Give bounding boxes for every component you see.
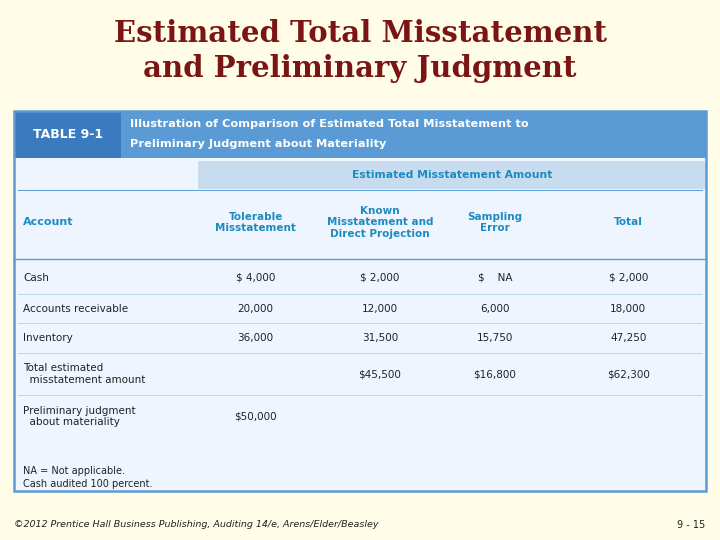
Text: Tolerable
Misstatement: Tolerable Misstatement: [215, 212, 296, 233]
Text: Known
Misstatement and
Direct Projection: Known Misstatement and Direct Projection: [327, 206, 433, 239]
Text: and Preliminary Judgment: and Preliminary Judgment: [143, 54, 577, 83]
Text: $ 2,000: $ 2,000: [360, 273, 400, 282]
Text: Preliminary judgment
  about materiality: Preliminary judgment about materiality: [23, 406, 135, 427]
Text: Cash audited 100 percent.: Cash audited 100 percent.: [23, 479, 153, 489]
Text: $ 2,000: $ 2,000: [608, 273, 648, 282]
Text: $62,300: $62,300: [607, 369, 649, 379]
Text: $ 4,000: $ 4,000: [236, 273, 275, 282]
Text: TABLE 9-1: TABLE 9-1: [32, 128, 103, 141]
Text: Illustration of Comparison of Estimated Total Misstatement to: Illustration of Comparison of Estimated …: [130, 119, 528, 130]
Text: 31,500: 31,500: [361, 333, 398, 343]
Text: NA = Not applicable.: NA = Not applicable.: [23, 466, 125, 476]
Text: $16,800: $16,800: [474, 369, 516, 379]
Text: 47,250: 47,250: [610, 333, 647, 343]
Text: 6,000: 6,000: [480, 303, 510, 314]
Text: Preliminary Judgment about Materiality: Preliminary Judgment about Materiality: [130, 139, 386, 149]
Text: Total: Total: [613, 218, 643, 227]
Text: Estimated Misstatement Amount: Estimated Misstatement Amount: [351, 170, 552, 180]
Text: $45,500: $45,500: [359, 369, 401, 379]
Text: 15,750: 15,750: [477, 333, 513, 343]
Text: ©2012 Prentice Hall Business Publishing, Auditing 14/e, Arens/Elder/Beasley: ©2012 Prentice Hall Business Publishing,…: [14, 521, 379, 529]
FancyBboxPatch shape: [14, 158, 706, 491]
FancyBboxPatch shape: [198, 161, 706, 189]
Text: 18,000: 18,000: [610, 303, 647, 314]
Text: $50,000: $50,000: [234, 411, 277, 421]
Text: 9 - 15: 9 - 15: [678, 520, 706, 530]
Text: 12,000: 12,000: [361, 303, 398, 314]
Text: Sampling
Error: Sampling Error: [467, 212, 523, 233]
Text: Inventory: Inventory: [23, 333, 73, 343]
Text: Accounts receivable: Accounts receivable: [23, 303, 128, 314]
Text: $    NA: $ NA: [478, 273, 512, 282]
FancyBboxPatch shape: [14, 111, 121, 158]
Text: 20,000: 20,000: [238, 303, 274, 314]
Text: Total estimated
  misstatement amount: Total estimated misstatement amount: [23, 363, 145, 385]
Text: 36,000: 36,000: [238, 333, 274, 343]
Text: Account: Account: [23, 218, 73, 227]
Text: Estimated Total Misstatement: Estimated Total Misstatement: [114, 19, 606, 48]
Text: Cash: Cash: [23, 273, 49, 282]
FancyBboxPatch shape: [14, 111, 706, 158]
